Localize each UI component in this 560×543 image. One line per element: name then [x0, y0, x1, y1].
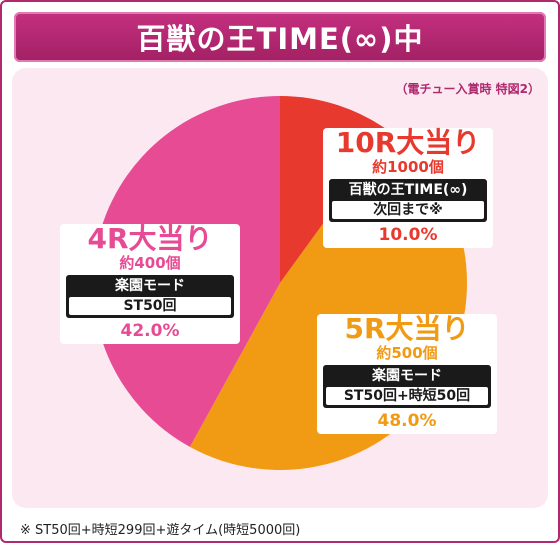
- label-4r-percent: 42.0%: [120, 321, 180, 341]
- chart-subcaption: （電チュー入賞時 特図2）: [395, 82, 540, 96]
- label-4r-mode: 楽園モード: [115, 278, 185, 294]
- footnote: ※ ST50回+時短299回+遊タイム(時短5000回): [20, 523, 301, 538]
- label-5r-detail: ST50回+時短50回: [326, 387, 488, 405]
- label-10r-mode: 百獣の王TIME(∞): [348, 182, 468, 198]
- chart-title: 百獣の王TIME(∞)中: [136, 22, 424, 56]
- label-5r-mode: 楽園モード: [372, 368, 442, 384]
- label-4r: 4R大当り 約400個 楽園モード ST50回 42.0%: [60, 224, 240, 344]
- label-10r-detail: 次回まで※: [332, 201, 484, 219]
- label-4r-mode-box: 楽園モード ST50回: [66, 275, 234, 318]
- title-banner: 百獣の王TIME(∞)中: [14, 12, 546, 62]
- label-5r-title: 5R大当り: [344, 312, 470, 345]
- label-10r-percent: 10.0%: [378, 225, 438, 245]
- label-5r-percent: 48.0%: [377, 411, 437, 431]
- label-5r-payout: 約500個: [376, 344, 438, 362]
- label-10r-payout: 約1000個: [372, 158, 444, 176]
- label-10r-mode-box: 百獣の王TIME(∞) 次回まで※: [329, 179, 487, 222]
- label-10r: 10R大当り 約1000個 百獣の王TIME(∞) 次回まで※ 10.0%: [323, 128, 493, 248]
- label-5r: 5R大当り 約500個 楽園モード ST50回+時短50回 48.0%: [317, 314, 497, 434]
- label-4r-title: 4R大当り: [87, 222, 213, 255]
- label-5r-mode-box: 楽園モード ST50回+時短50回: [323, 365, 491, 408]
- label-4r-payout: 約400個: [119, 254, 181, 272]
- label-10r-title: 10R大当り: [335, 126, 481, 159]
- label-4r-detail: ST50回: [69, 297, 231, 315]
